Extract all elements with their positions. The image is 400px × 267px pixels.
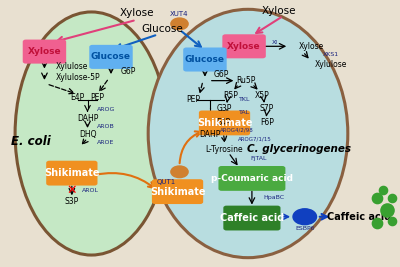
FancyBboxPatch shape: [46, 161, 98, 186]
Text: G3P: G3P: [217, 104, 232, 113]
Text: L-Tyrosine: L-Tyrosine: [206, 145, 243, 154]
Text: AROL: AROL: [82, 187, 99, 193]
Text: Caffeic acid: Caffeic acid: [328, 212, 392, 222]
Text: Xylulose: Xylulose: [56, 62, 88, 71]
Text: Glucose: Glucose: [185, 55, 225, 64]
FancyBboxPatch shape: [152, 179, 203, 204]
Text: AROB: AROB: [96, 124, 114, 129]
Point: [374, 196, 380, 200]
Text: DAHP: DAHP: [77, 114, 98, 123]
Text: PEP: PEP: [186, 95, 200, 104]
Text: Xylose: Xylose: [119, 8, 154, 18]
Text: E. coli: E. coli: [11, 135, 51, 148]
Text: HpaBC: HpaBC: [263, 195, 284, 200]
Text: G6P: G6P: [121, 68, 136, 76]
Circle shape: [171, 166, 188, 178]
Text: Xylose: Xylose: [28, 47, 61, 56]
Text: Shikimate: Shikimate: [197, 118, 252, 128]
FancyBboxPatch shape: [23, 40, 66, 64]
Point: [384, 208, 390, 212]
Text: Glucose: Glucose: [91, 52, 131, 61]
Text: DAHP: DAHP: [200, 130, 221, 139]
FancyBboxPatch shape: [218, 166, 285, 191]
Text: Shikimate: Shikimate: [150, 187, 205, 197]
Point: [374, 221, 380, 225]
Text: AROE: AROE: [97, 140, 115, 145]
Text: AROG7/1/15: AROG7/1/15: [238, 136, 272, 141]
Text: XI: XI: [272, 40, 278, 45]
Text: FjTAL: FjTAL: [250, 156, 266, 161]
FancyBboxPatch shape: [89, 45, 133, 69]
FancyBboxPatch shape: [222, 34, 266, 58]
Text: Caffeic acid: Caffeic acid: [220, 213, 284, 223]
Text: G6P: G6P: [214, 70, 229, 79]
Text: E4P: E4P: [70, 93, 85, 101]
Ellipse shape: [15, 12, 168, 255]
Text: QUT1: QUT1: [156, 179, 176, 184]
Text: Glucose: Glucose: [141, 24, 183, 34]
Text: Ru5P: Ru5P: [236, 76, 256, 85]
Text: ✕: ✕: [66, 184, 77, 197]
Circle shape: [171, 18, 188, 30]
Text: R5P: R5P: [223, 91, 238, 100]
Text: Xylulose-5P: Xylulose-5P: [56, 73, 101, 82]
FancyBboxPatch shape: [183, 48, 227, 72]
Text: S3P: S3P: [65, 197, 79, 206]
Text: S7P: S7P: [260, 104, 274, 113]
Text: Xylose: Xylose: [262, 6, 296, 16]
Point: [389, 219, 395, 223]
Point: [389, 196, 395, 200]
Ellipse shape: [148, 9, 348, 258]
Text: PEP: PEP: [90, 93, 104, 101]
Text: TAL: TAL: [239, 110, 250, 115]
Text: AROG: AROG: [97, 107, 116, 112]
Text: DHQ: DHQ: [79, 130, 96, 139]
Text: XUT4: XUT4: [170, 11, 189, 17]
FancyBboxPatch shape: [223, 206, 280, 230]
Text: Shikimate: Shikimate: [44, 168, 100, 178]
Text: E4P: E4P: [217, 119, 231, 127]
Text: Xylose: Xylose: [299, 42, 324, 51]
Text: TKL: TKL: [239, 97, 251, 102]
Text: ESBP6: ESBP6: [295, 226, 314, 231]
Text: p-Coumaric acid: p-Coumaric acid: [211, 174, 293, 183]
Text: F6P: F6P: [261, 119, 274, 127]
Text: AROG4/2/98: AROG4/2/98: [220, 127, 254, 132]
Point: [380, 188, 386, 193]
Text: Xylose: Xylose: [227, 42, 261, 51]
Text: C. glycerinogenes: C. glycerinogenes: [247, 144, 351, 154]
Circle shape: [293, 209, 316, 225]
FancyBboxPatch shape: [199, 111, 250, 135]
Text: X5P: X5P: [254, 91, 269, 100]
Text: XKS1: XKS1: [322, 52, 338, 57]
Text: Xylulose: Xylulose: [314, 60, 347, 69]
